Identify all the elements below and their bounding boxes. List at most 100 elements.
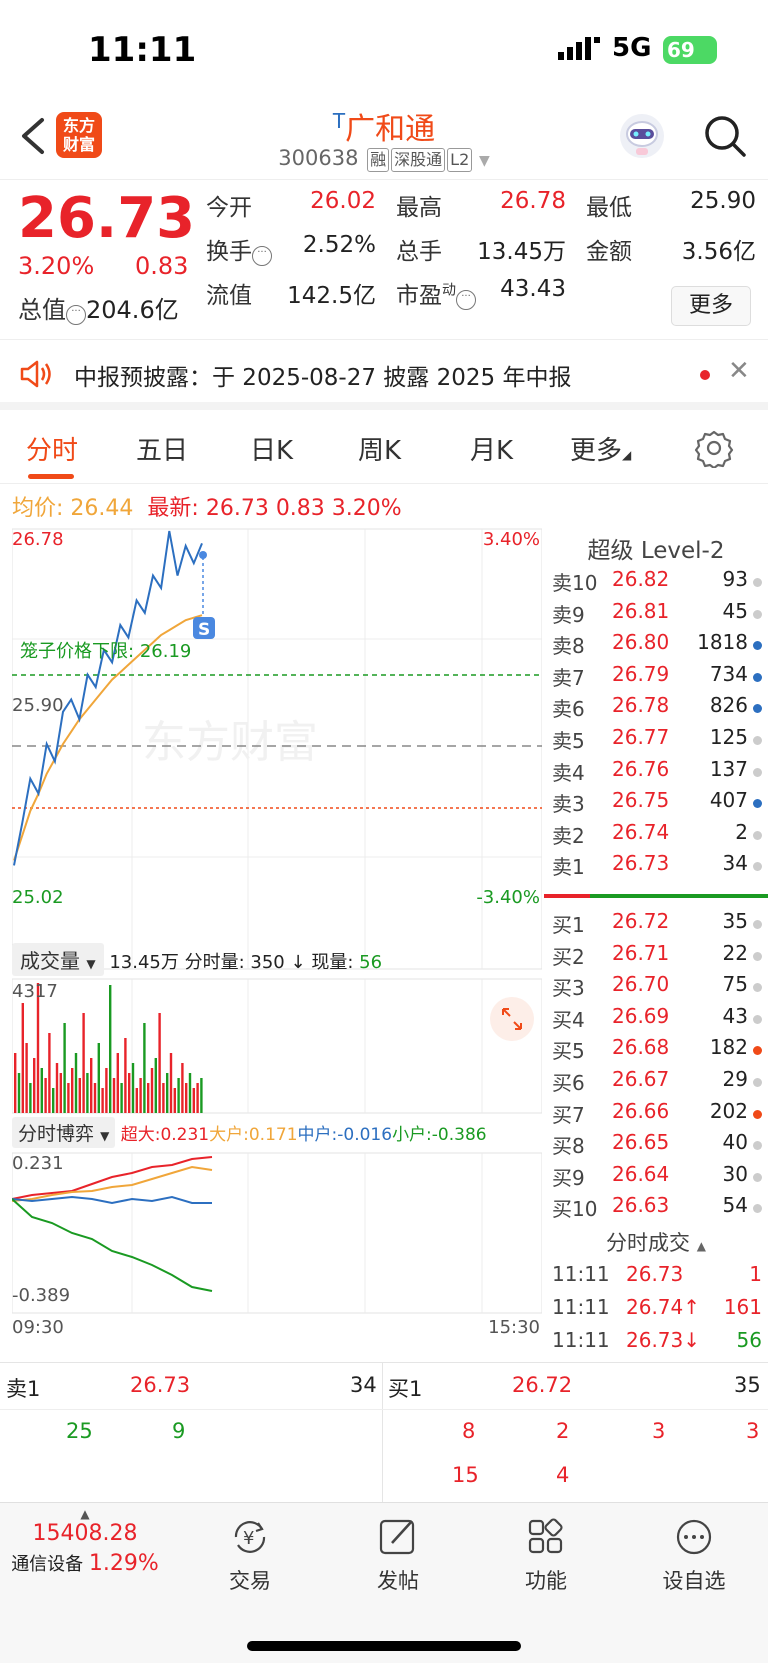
- ask-row[interactable]: 卖2 26.74 2: [552, 820, 762, 851]
- ask-row[interactable]: 卖6 26.78 826: [552, 693, 762, 724]
- stock-name[interactable]: T广和通: [0, 104, 768, 148]
- volume-selector[interactable]: 成交量 ▼: [12, 943, 104, 976]
- flow-medium-label: 中户:: [297, 1125, 338, 1145]
- bid-volume: 22: [722, 940, 748, 965]
- trade-ticker-title[interactable]: 分时成交 ▲: [544, 1227, 768, 1257]
- notice-text: 中报预披露：于 2025-08-27 披露 2025 年中报: [74, 365, 572, 391]
- avg-label: 均价:: [12, 496, 64, 521]
- flow-super-value: 0.231: [160, 1125, 210, 1145]
- change-percent: 3.20%: [18, 252, 95, 280]
- expand-button[interactable]: [490, 997, 534, 1041]
- info-icon[interactable]: ···: [252, 246, 272, 266]
- value-high: 26.78: [500, 188, 566, 214]
- gear-icon[interactable]: [694, 428, 734, 468]
- bid-row[interactable]: 买10 26.63 54: [552, 1193, 762, 1224]
- nav-watchlist[interactable]: 设自选: [644, 1517, 744, 1595]
- label-total-cap[interactable]: 总值 ··· 204.6亿: [18, 290, 179, 325]
- bid-row[interactable]: 买9 26.64 30: [552, 1162, 762, 1193]
- bid-row[interactable]: 买6 26.67 29: [552, 1067, 762, 1098]
- info-icon[interactable]: ···: [456, 290, 476, 310]
- bid-row[interactable]: 买3 26.70 75: [552, 972, 762, 1003]
- nav-post[interactable]: 发帖: [348, 1517, 448, 1595]
- ask-row[interactable]: 卖1 26.73 34: [552, 851, 762, 882]
- bid-row[interactable]: 买1 26.72 35: [552, 909, 762, 940]
- sector-index[interactable]: ▲ 15408.28 通信设备 1.29%: [0, 1507, 170, 1576]
- edit-icon: [379, 1519, 415, 1555]
- tab-intraday[interactable]: 分时: [26, 436, 79, 466]
- volume-bar: [93, 1083, 97, 1113]
- trade-volume: 1: [749, 1262, 762, 1286]
- change-amount: 0.83: [135, 252, 189, 280]
- flow-selector[interactable]: 分时博弈 ▼: [12, 1117, 116, 1148]
- bid-row[interactable]: 买7 26.66 202: [552, 1099, 762, 1130]
- search-icon[interactable]: [703, 114, 747, 158]
- volume-bar: [131, 1063, 135, 1113]
- ask-row[interactable]: 卖8 26.80 1818: [552, 630, 762, 661]
- close-icon[interactable]: ✕: [728, 356, 750, 386]
- tab-monthly-k[interactable]: 月K: [470, 436, 514, 466]
- buy-queue-4: 3: [746, 1419, 760, 1443]
- back-arrow-icon[interactable]: [18, 116, 48, 156]
- order-dot-icon: [753, 862, 762, 872]
- bid-row[interactable]: 买2 26.71 22: [552, 941, 762, 972]
- level2-title[interactable]: 超级 Level-2: [587, 538, 725, 564]
- volume-bar: [120, 1083, 123, 1113]
- sell-marker-text: S: [198, 620, 210, 640]
- intraday-chart[interactable]: 东方财富 S 26.78 3.40% 笼子价格下限: 26: [12, 527, 542, 1359]
- robot-assistant-icon[interactable]: [618, 112, 666, 160]
- ask-row[interactable]: 卖3 26.75 407: [552, 788, 762, 819]
- cage-limit-value: 26.19: [139, 641, 192, 662]
- label-pe[interactable]: 市盈动 ···: [396, 276, 476, 310]
- ask-price: 26.73: [612, 851, 670, 876]
- ask-row[interactable]: 卖10 26.82 93: [552, 567, 762, 598]
- ask-row[interactable]: 卖7 26.79 734: [552, 662, 762, 693]
- bid-row[interactable]: 买4 26.69 43: [552, 1004, 762, 1035]
- t-plus-badge: T: [332, 109, 346, 133]
- tab-weekly-k[interactable]: 周K: [358, 436, 402, 466]
- tab-five-day[interactable]: 五日: [136, 436, 189, 466]
- ask-level: 卖7: [552, 665, 585, 690]
- order-dot-icon: [753, 672, 762, 682]
- tab-more[interactable]: 更多◢: [570, 430, 631, 467]
- notice-banner[interactable]: 中报预披露：于 2025-08-27 披露 2025 年中报 ✕: [0, 340, 768, 410]
- eastmoney-logo[interactable]: 东方 财富: [56, 112, 102, 158]
- mid-price-label: 25.90: [12, 695, 64, 716]
- network-type: 5G: [612, 33, 652, 63]
- label-low: 最低: [586, 195, 632, 221]
- nav-trade[interactable]: ¥ 交易: [200, 1517, 300, 1595]
- label-turnover[interactable]: 换手 ···: [206, 232, 272, 266]
- sell-marker-icon[interactable]: [193, 617, 215, 639]
- volume-bar: [154, 1058, 157, 1113]
- info-icon[interactable]: ···: [66, 305, 86, 325]
- chevron-down-icon[interactable]: ▼: [478, 153, 490, 169]
- bid-row[interactable]: 买8 26.65 40: [552, 1130, 762, 1161]
- order-dot-icon: [753, 609, 762, 619]
- bid-price: 26.67: [612, 1067, 670, 1091]
- cage-limit-label: 笼子价格下限: 26.19: [20, 637, 191, 663]
- bid-level: 买9: [552, 1165, 585, 1190]
- tab-daily-k[interactable]: 日K: [250, 436, 294, 466]
- sector-index-name: 通信设备: [11, 1554, 84, 1575]
- bid-price: 26.72: [612, 909, 670, 933]
- flow-top-label: 0.231: [12, 1153, 64, 1174]
- summary-buy-vol: 35: [734, 1373, 761, 1397]
- value-total-cap: 204.6亿: [86, 296, 179, 324]
- stock-code-line[interactable]: 300638 融深股通 L2 ▼: [0, 146, 768, 172]
- ask-price: 26.74: [612, 819, 670, 844]
- nav-function[interactable]: 功能: [496, 1517, 596, 1595]
- order-dot-icon: [753, 830, 762, 840]
- trade-ticker-title-text: 分时成交: [606, 1231, 691, 1255]
- bid-row[interactable]: 买5 26.68 182: [552, 1035, 762, 1066]
- bid-volume: 30: [722, 1161, 748, 1186]
- volume-bar: [40, 1068, 43, 1113]
- ask-row[interactable]: 卖5 26.77 125: [552, 725, 762, 756]
- bid-volume: 43: [722, 1003, 748, 1028]
- ask-row[interactable]: 卖9 26.81 45: [552, 599, 762, 630]
- bid-price: 26.66: [612, 1098, 670, 1123]
- ask-row[interactable]: 卖4 26.76 137: [552, 757, 762, 788]
- flow-small-label: 小户:: [392, 1125, 432, 1145]
- volume-bar: [135, 1088, 138, 1113]
- tab-more-label: 更多: [570, 436, 623, 466]
- level2-panel[interactable]: 超级 Level-2 卖10 26.82 93 卖9 26.81 45 卖8 26.80 181…: [544, 527, 768, 1359]
- more-button[interactable]: 更多: [671, 286, 751, 326]
